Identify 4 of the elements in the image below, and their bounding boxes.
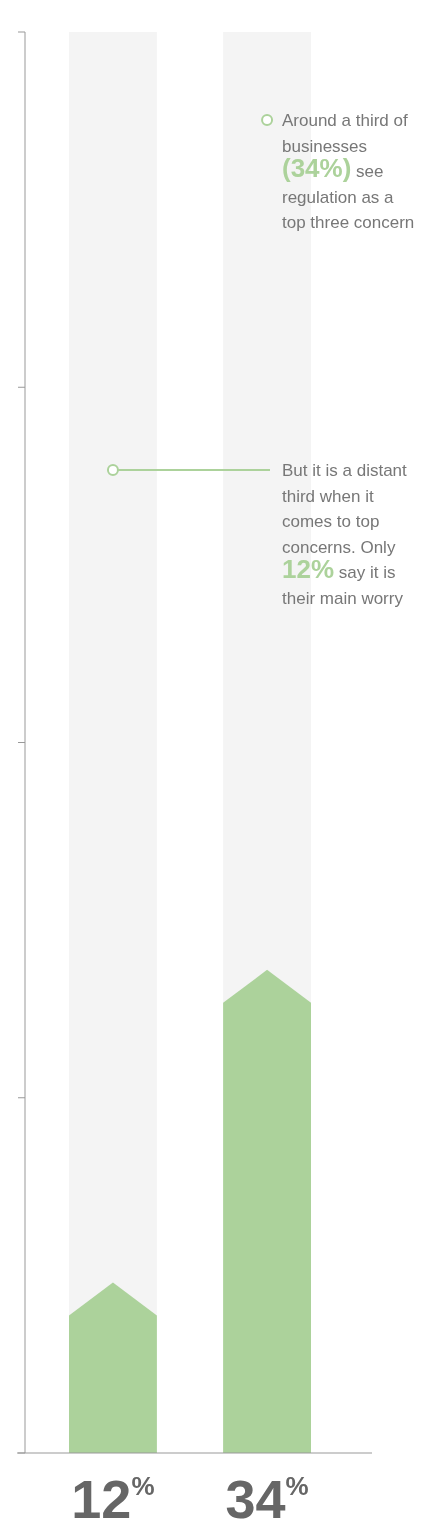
- data-label: 34$^{%}$: [225, 1469, 309, 1528]
- text: But it is a distant third when it comes to top concerns. Only 12% say it is their main worry: [282, 461, 407, 608]
- text: Around a third of businesses (34%) see regulation as a top three concern: [282, 111, 415, 232]
- data-label: 12$^{%}$: [71, 1469, 155, 1528]
